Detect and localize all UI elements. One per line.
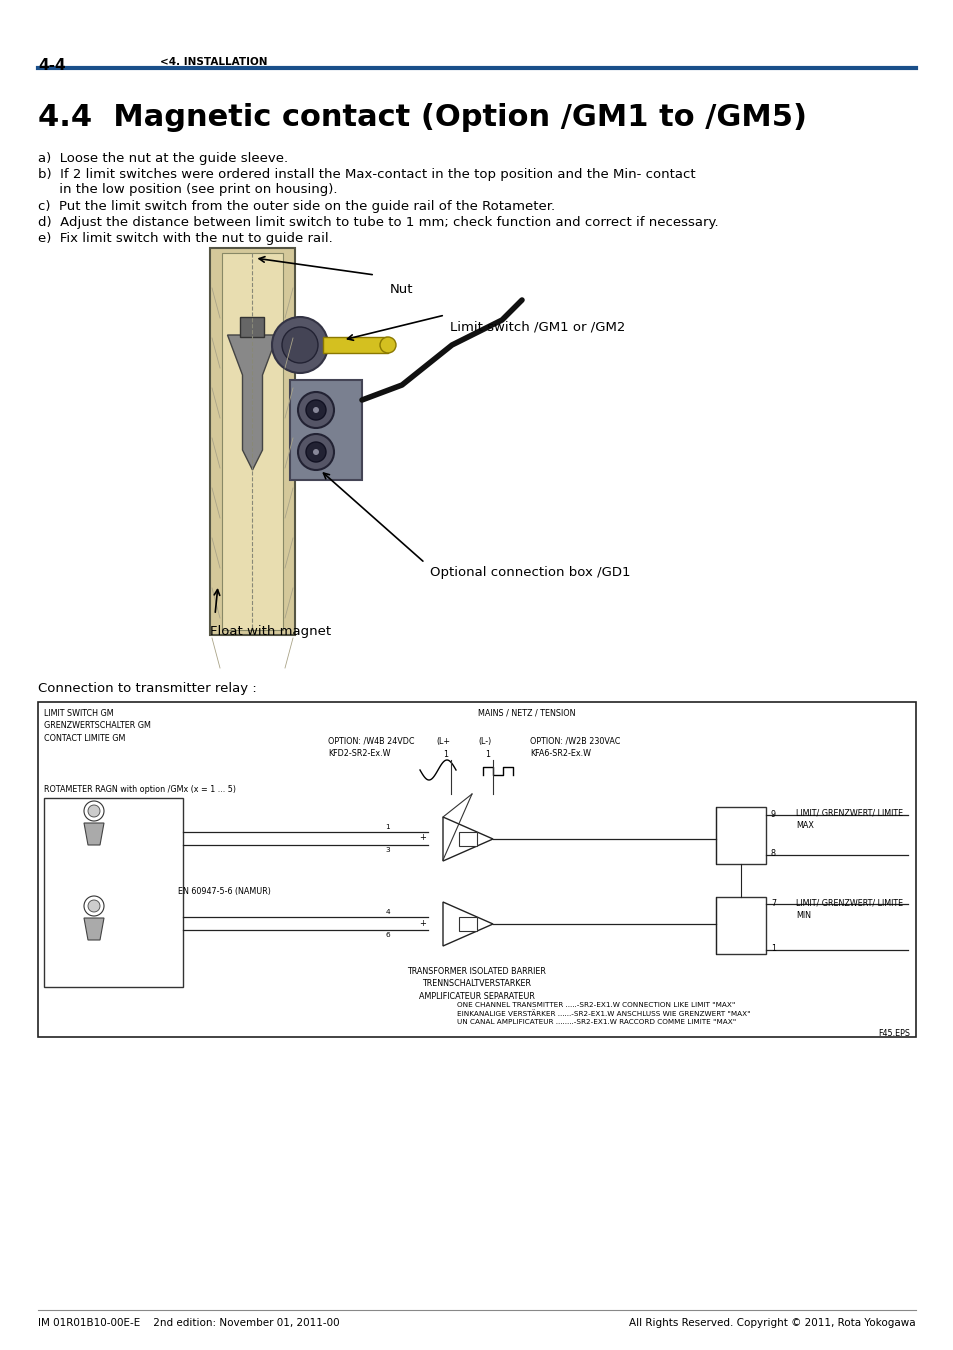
Text: F45.EPS: F45.EPS [877, 1029, 909, 1038]
Polygon shape [323, 338, 388, 352]
Circle shape [313, 450, 318, 455]
Circle shape [379, 338, 395, 352]
Text: Nut: Nut [390, 284, 413, 296]
Text: ROTAMETER RAGN with option /GMx (x = 1 ... 5): ROTAMETER RAGN with option /GMx (x = 1 .… [44, 784, 235, 794]
Text: b)  If 2 limit switches were ordered install the Max-contact in the top position: b) If 2 limit switches were ordered inst… [38, 167, 695, 196]
Text: 4.4  Magnetic contact (Option /GM1 to /GM5): 4.4 Magnetic contact (Option /GM1 to /GM… [38, 103, 806, 132]
Text: d)  Adjust the distance between limit switch to tube to 1 mm; check function and: d) Adjust the distance between limit swi… [38, 216, 718, 230]
Text: MAINS / NETZ / TENSION: MAINS / NETZ / TENSION [477, 709, 575, 718]
Polygon shape [716, 896, 765, 954]
Text: 1: 1 [484, 751, 490, 759]
Polygon shape [222, 252, 283, 630]
Text: TRANSFORMER ISOLATED BARRIER
TRENNSCHALTVERSTARKER
AMPLIFICATEUR SEPARATEUR: TRANSFORMER ISOLATED BARRIER TRENNSCHALT… [407, 967, 546, 1000]
Text: 8: 8 [770, 849, 775, 859]
Polygon shape [442, 817, 493, 861]
Text: LIMIT/ GRENZWERT/ LIMITE
MAX: LIMIT/ GRENZWERT/ LIMITE MAX [795, 809, 902, 830]
Text: 6: 6 [385, 931, 390, 938]
Polygon shape [442, 902, 493, 946]
Circle shape [306, 441, 326, 462]
Polygon shape [240, 317, 264, 338]
Circle shape [84, 801, 104, 821]
Circle shape [313, 406, 318, 413]
Polygon shape [210, 248, 294, 634]
Circle shape [282, 327, 317, 363]
Text: (L-): (L-) [477, 737, 491, 747]
Text: LIMIT/ GRENZWERT/ LIMITE
MIN: LIMIT/ GRENZWERT/ LIMITE MIN [795, 899, 902, 919]
Text: All Rights Reserved. Copyright © 2011, Rota Yokogawa: All Rights Reserved. Copyright © 2011, R… [629, 1318, 915, 1328]
Text: IM 01R01B10-00E-E    2nd edition: November 01, 2011-00: IM 01R01B10-00E-E 2nd edition: November … [38, 1318, 339, 1328]
Text: a)  Loose the nut at the guide sleeve.: a) Loose the nut at the guide sleeve. [38, 153, 288, 165]
Text: +: + [419, 918, 426, 927]
Circle shape [306, 400, 326, 420]
Text: 7: 7 [770, 899, 776, 909]
Text: Float with magnet: Float with magnet [210, 625, 331, 639]
Polygon shape [38, 702, 915, 1037]
Text: (L+: (L+ [436, 737, 450, 747]
Circle shape [297, 433, 334, 470]
Text: Optional connection box /GD1: Optional connection box /GD1 [430, 566, 630, 579]
Text: <4. INSTALLATION: <4. INSTALLATION [160, 57, 267, 68]
Text: LIMIT SWITCH GM
GRENZWERTSCHALTER GM
CONTACT LIMITE GM: LIMIT SWITCH GM GRENZWERTSCHALTER GM CON… [44, 709, 151, 742]
Polygon shape [44, 798, 183, 987]
Text: c)  Put the limit switch from the outer side on the guide rail of the Rotameter.: c) Put the limit switch from the outer s… [38, 200, 555, 213]
Text: ONE CHANNEL TRANSMITTER .....-SR2-EX1.W CONNECTION LIKE LIMIT "MAX"
EINKANALIGE : ONE CHANNEL TRANSMITTER .....-SR2-EX1.W … [456, 1002, 750, 1025]
Polygon shape [458, 832, 476, 846]
Circle shape [84, 896, 104, 917]
Text: 9: 9 [770, 810, 776, 819]
Text: 1: 1 [442, 751, 448, 759]
Text: Limit switch /GM1 or /GM2: Limit switch /GM1 or /GM2 [450, 320, 625, 333]
Text: EN 60947-5-6 (NAMUR): EN 60947-5-6 (NAMUR) [178, 887, 271, 896]
Text: 4-4: 4-4 [38, 58, 66, 73]
Text: 4: 4 [385, 909, 390, 915]
Polygon shape [227, 335, 277, 470]
Text: Connection to transmitter relay :: Connection to transmitter relay : [38, 682, 256, 695]
Circle shape [272, 317, 328, 373]
Text: +: + [419, 833, 426, 842]
Polygon shape [290, 379, 361, 481]
Circle shape [88, 900, 100, 913]
Polygon shape [84, 918, 104, 940]
Polygon shape [84, 824, 104, 845]
Text: 1: 1 [770, 944, 775, 953]
Circle shape [297, 392, 334, 428]
Text: 1: 1 [385, 824, 390, 830]
Circle shape [88, 805, 100, 817]
Text: OPTION: /W4B 24VDC
KFD2-SR2-Ex.W: OPTION: /W4B 24VDC KFD2-SR2-Ex.W [328, 737, 414, 757]
Polygon shape [716, 807, 765, 864]
Polygon shape [458, 917, 476, 932]
Text: 3: 3 [385, 846, 390, 853]
Text: e)  Fix limit switch with the nut to guide rail.: e) Fix limit switch with the nut to guid… [38, 232, 333, 244]
Text: OPTION: /W2B 230VAC
KFA6-SR2-Ex.W: OPTION: /W2B 230VAC KFA6-SR2-Ex.W [530, 737, 619, 757]
